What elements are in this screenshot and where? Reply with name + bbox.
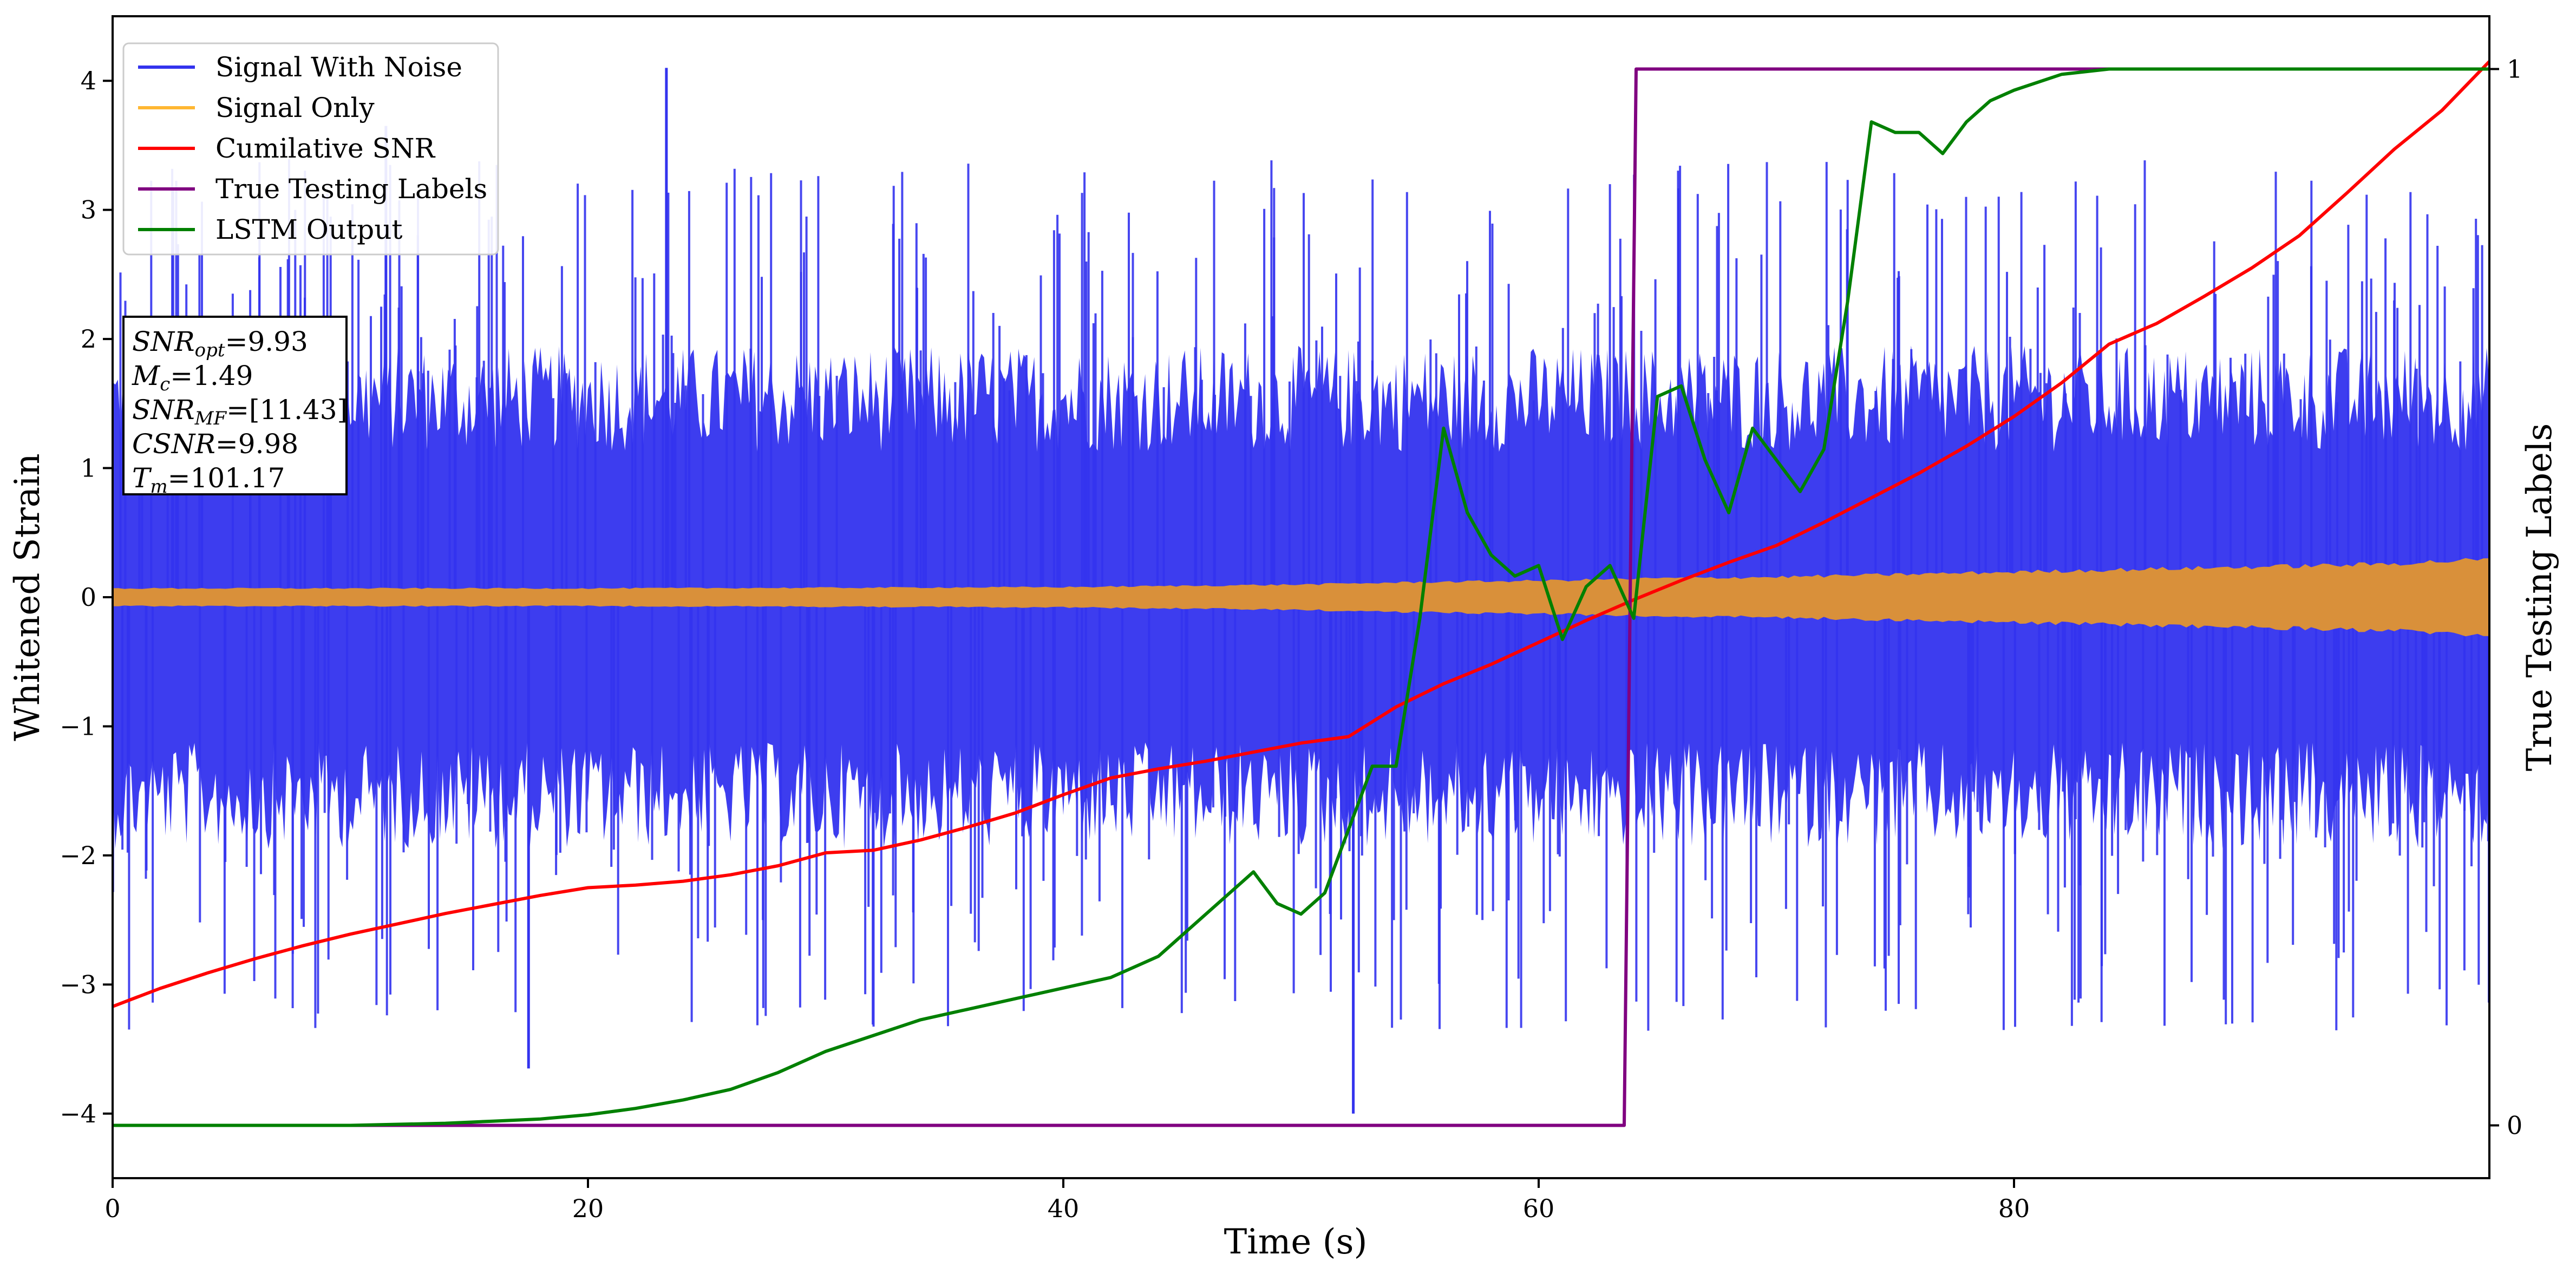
plot-area [113, 60, 2489, 1127]
y-axis-right-title: True Testing Labels [2520, 423, 2560, 772]
annotation-line: Mc=1.49 [132, 360, 253, 395]
y-axis-left: −4 −3 −2 −1 0 1 2 3 4 [60, 66, 113, 1128]
x-tick-label: 40 [1048, 1194, 1080, 1223]
series-lines [113, 60, 2489, 1127]
legend-label: True Testing Labels [215, 173, 487, 205]
y-tick-label: 0 [81, 583, 96, 612]
legend-box [122, 42, 499, 256]
lstm-output-series [113, 67, 2489, 1127]
annotation-line: CSNR=9.98 [132, 428, 298, 460]
signal-only-series [113, 558, 2489, 637]
legend-label: Cumilative SNR [215, 133, 435, 164]
x-axis: 0 20 40 60 80 [104, 1178, 2030, 1223]
legend-label: Signal Only [215, 92, 375, 123]
y-tick-label: 4 [81, 66, 96, 95]
legend-label: LSTM Output [215, 214, 402, 245]
annotation-line: SNRopt=9.93 [132, 326, 308, 361]
y-tick-label: −1 [60, 711, 96, 741]
y-axis-right: 01 [2489, 55, 2522, 1140]
y-right-tick-label: 0 [2507, 1110, 2522, 1140]
metrics-annotation: SNRopt=9.93Mc=1.49SNRMF=[11.43]CSNR=9.98… [122, 316, 348, 498]
x-tick-label: 60 [1523, 1194, 1555, 1223]
legend: Signal With Noise Signal Only Cumilative S… [122, 42, 499, 256]
x-tick-label: 0 [104, 1194, 120, 1223]
y-axis-title: Whitened Strain [8, 453, 48, 741]
true-testing-labels-series [113, 67, 2489, 1127]
legend-label: Signal With Noise [215, 51, 462, 83]
cumilative-snr-series [113, 60, 2489, 1008]
y-tick-label: −4 [60, 1099, 96, 1128]
y-tick-label: 3 [81, 195, 96, 225]
y-tick-label: 1 [81, 454, 96, 483]
y-right-tick-label: 1 [2507, 55, 2522, 84]
y-tick-label: 2 [81, 324, 96, 354]
x-tick-label: 20 [572, 1194, 604, 1223]
y-tick-label: −3 [60, 970, 96, 999]
annotation-line: Tm=101.17 [132, 462, 285, 498]
x-axis-title: Time (s) [1224, 1222, 1368, 1262]
x-tick-label: 80 [1998, 1194, 2030, 1223]
annotation-line: SNRMF=[11.43] [132, 394, 348, 429]
y-tick-label: −2 [60, 841, 96, 870]
annotation-box [122, 316, 348, 495]
